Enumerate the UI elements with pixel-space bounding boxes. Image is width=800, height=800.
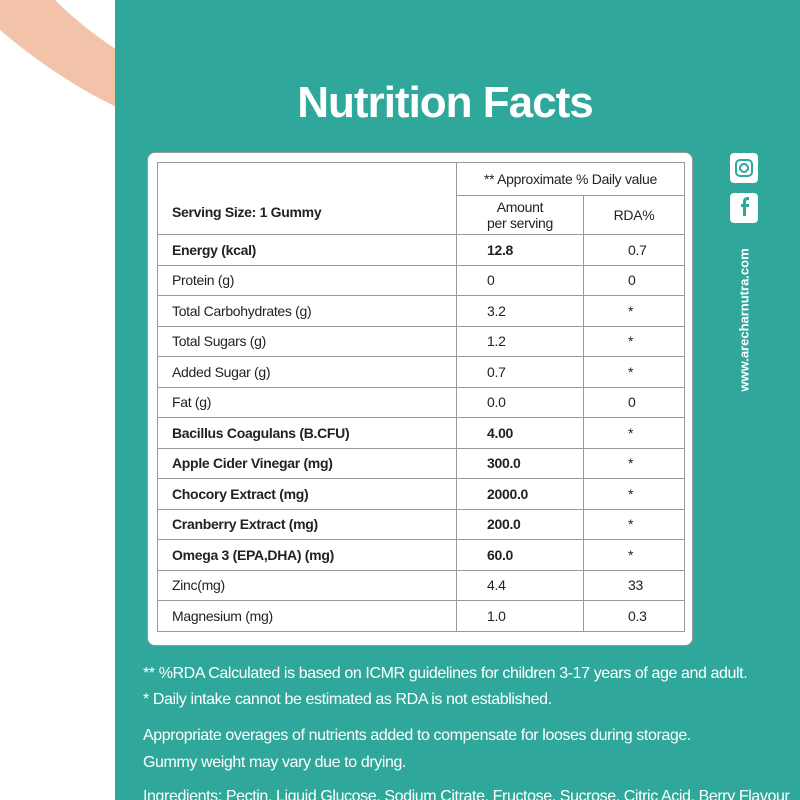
social-icons	[730, 153, 758, 223]
table-row: Bacillus Coagulans (B.CFU) 4.00 *	[157, 417, 685, 449]
footnote: Ingredients: Pectin, Liquid Glucose, Sod…	[143, 788, 790, 800]
amount-cell: 3.2	[456, 295, 584, 327]
table-row: Energy (kcal) 12.8 0.7	[157, 234, 685, 266]
nutrient-cell: Total Sugars (g)	[157, 325, 457, 357]
footnote: ** %RDA Calculated is based on ICMR guid…	[143, 665, 748, 682]
nutrient-cell: Added Sugar (g)	[157, 356, 457, 388]
nutrition-table: Serving Size: 1 Gummy ** Approximate % D…	[157, 162, 685, 632]
table-row: Magnesium (mg) 1.0 0.3	[157, 600, 685, 632]
nutrient-cell: Total Carbohydrates (g)	[157, 295, 457, 327]
rda-cell: *	[583, 417, 685, 449]
table-row: Protein (g) 0 0	[157, 264, 685, 296]
rda-cell: 0.3	[583, 600, 685, 632]
serving-size: Serving Size: 1 Gummy	[157, 162, 457, 235]
facts-panel: Serving Size: 1 Gummy ** Approximate % D…	[147, 152, 693, 646]
amount-cell: 12.8	[456, 234, 584, 266]
amount-cell: 0	[456, 264, 584, 296]
rda-header: RDA%	[583, 195, 685, 235]
nutrient-cell: Chocory Extract (mg)	[157, 478, 457, 510]
rda-cell: 0	[583, 264, 685, 296]
amount-cell: 200.0	[456, 508, 584, 540]
amount-cell: 60.0	[456, 539, 584, 571]
nutrient-cell: Cranberry Extract (mg)	[157, 508, 457, 540]
rda-cell: *	[583, 508, 685, 540]
nutrient-cell: Bacillus Coagulans (B.CFU)	[157, 417, 457, 449]
table-row: Omega 3 (EPA,DHA) (mg) 60.0 *	[157, 539, 685, 571]
nutrient-cell: Energy (kcal)	[157, 234, 457, 266]
note-header: ** Approximate % Daily value	[456, 162, 685, 196]
table-row: Total Carbohydrates (g) 3.2 *	[157, 295, 685, 327]
rda-cell: 33	[583, 569, 685, 601]
footnote: * Daily intake cannot be estimated as RD…	[143, 691, 552, 708]
table-row: Zinc(mg) 4.4 33	[157, 569, 685, 601]
nutrient-cell: Omega 3 (EPA,DHA) (mg)	[157, 539, 457, 571]
amount-cell: 4.4	[456, 569, 584, 601]
rda-cell: *	[583, 539, 685, 571]
rda-cell: *	[583, 478, 685, 510]
rda-cell: *	[583, 295, 685, 327]
table-row: Fat (g) 0.0 0	[157, 386, 685, 418]
rda-cell: *	[583, 325, 685, 357]
amount-cell: 0.0	[456, 386, 584, 418]
amount-cell: 2000.0	[456, 478, 584, 510]
nutrient-cell: Magnesium (mg)	[157, 600, 457, 632]
rda-cell: 0.7	[583, 234, 685, 266]
amount-cell: 300.0	[456, 447, 584, 479]
rda-cell: *	[583, 356, 685, 388]
rda-cell: *	[583, 447, 685, 479]
title: Nutrition Facts	[297, 78, 593, 127]
amount-cell: 0.7	[456, 356, 584, 388]
amount-cell: 4.00	[456, 417, 584, 449]
website: www.arecharnutra.com	[736, 248, 752, 392]
nutrient-cell: Protein (g)	[157, 264, 457, 296]
amount-cell: 1.0	[456, 600, 584, 632]
nutrient-cell: Fat (g)	[157, 386, 457, 418]
table-row: Chocory Extract (mg) 2000.0 *	[157, 478, 685, 510]
table-row: Added Sugar (g) 0.7 *	[157, 356, 685, 388]
nutrient-cell: Apple Cider Vinegar (mg)	[157, 447, 457, 479]
footnote: Gummy weight may vary due to drying.	[143, 754, 407, 771]
table-row: Cranberry Extract (mg) 200.0 *	[157, 508, 685, 540]
rda-cell: 0	[583, 386, 685, 418]
amount-header: Amount per serving	[456, 195, 584, 235]
amount-cell: 1.2	[456, 325, 584, 357]
table-row: Apple Cider Vinegar (mg) 300.0 *	[157, 447, 685, 479]
table-row: Total Sugars (g) 1.2 *	[157, 325, 685, 357]
nutrient-cell: Zinc(mg)	[157, 569, 457, 601]
footnote: Appropriate overages of nutrients added …	[143, 727, 691, 744]
